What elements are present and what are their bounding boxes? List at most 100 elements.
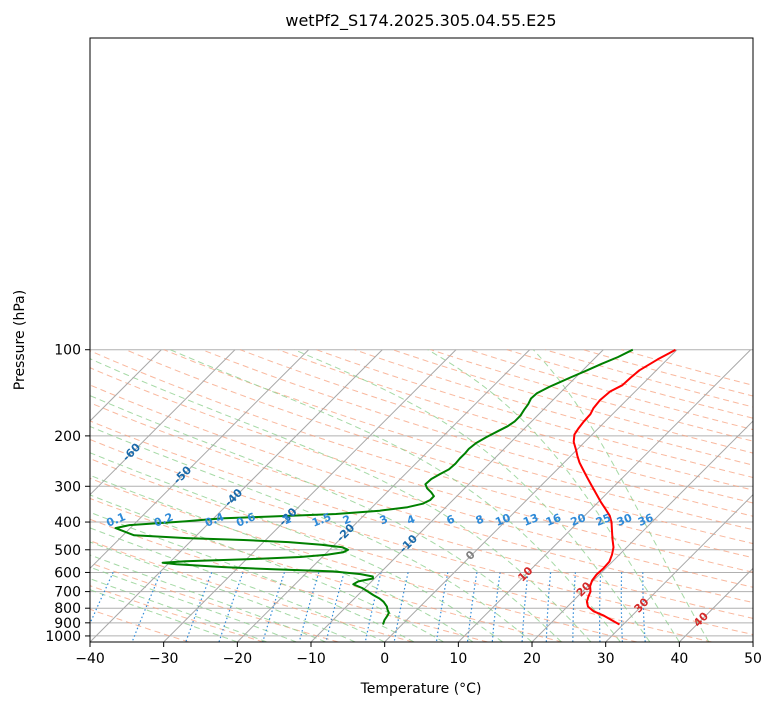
dry-adiabat bbox=[90, 497, 563, 642]
mixing-ratio-line bbox=[598, 572, 602, 642]
mixing-ratio-line bbox=[325, 572, 345, 642]
y-tick-label: 1000 bbox=[45, 629, 81, 645]
y-tick-label: 400 bbox=[54, 515, 81, 531]
x-tick-label: −40 bbox=[75, 651, 105, 667]
mixing-ratio-line bbox=[185, 572, 213, 642]
moist-adiabat bbox=[90, 494, 444, 642]
isotherm-label: -80 bbox=[17, 396, 40, 419]
y-tick-label: 800 bbox=[54, 601, 81, 617]
x-tick-label: −10 bbox=[296, 651, 326, 667]
isotherm bbox=[457, 349, 751, 642]
x-tick-label: −30 bbox=[149, 651, 179, 667]
dry-adiabat bbox=[90, 458, 712, 642]
dry-adiabat bbox=[163, 349, 753, 531]
x-tick-label: 50 bbox=[744, 651, 762, 667]
temperature-profile bbox=[572, 348, 676, 626]
dry-adiabat bbox=[90, 608, 189, 642]
y-axis-label: Pressure (hPa) bbox=[12, 290, 28, 390]
x-tick-label: 0 bbox=[380, 651, 389, 667]
mixing-ratio-label: 25 bbox=[594, 511, 613, 529]
x-tick-label: −20 bbox=[223, 651, 253, 667]
moist-adiabat bbox=[90, 452, 503, 642]
dry-adiabats bbox=[90, 349, 753, 642]
y-tick-label: 900 bbox=[54, 616, 81, 632]
isotherm bbox=[605, 493, 753, 642]
chart-title: wetPf2_S174.2025.305.04.55.E25 bbox=[285, 11, 556, 31]
isotherm bbox=[531, 420, 753, 642]
plot-frame bbox=[89, 37, 754, 643]
dry-adiabat bbox=[468, 349, 753, 431]
mixing-ratio-line bbox=[620, 572, 623, 642]
dry-adiabat bbox=[316, 349, 753, 478]
moist-adiabat bbox=[90, 527, 385, 642]
mixing-ratio-label: 4 bbox=[405, 512, 417, 527]
moist-adiabat bbox=[532, 349, 710, 642]
moist-adiabat bbox=[427, 349, 680, 642]
isotherm-label: -60 bbox=[120, 440, 143, 463]
x-tick-label: 10 bbox=[449, 651, 467, 667]
dry-adiabat bbox=[90, 402, 753, 604]
dry-adiabat bbox=[90, 477, 638, 642]
mixing-ratio-label: 20 bbox=[569, 511, 588, 529]
moist-adiabats bbox=[90, 349, 710, 642]
moist-adiabat bbox=[90, 589, 238, 642]
dry-adiabat bbox=[90, 585, 264, 642]
x-tick-label: 30 bbox=[597, 651, 615, 667]
dry-adiabat bbox=[90, 562, 339, 642]
mixing-ratio-lines bbox=[90, 572, 646, 642]
x-tick-label: 20 bbox=[523, 651, 541, 667]
mixing-ratio-line bbox=[642, 572, 646, 642]
isotherm bbox=[0, 350, 14, 642]
dry-adiabat bbox=[278, 349, 753, 491]
dry-adiabat bbox=[583, 349, 753, 397]
dry-adiabat bbox=[125, 349, 753, 545]
y-tick-label: 300 bbox=[54, 479, 81, 495]
mixing-ratio-line bbox=[491, 572, 501, 642]
moist-adiabat bbox=[90, 395, 562, 642]
mixing-ratio-line bbox=[545, 572, 552, 642]
mixing-ratio-label: 0.6 bbox=[234, 510, 257, 529]
isotherm bbox=[310, 349, 604, 642]
isotherm-label: -10 bbox=[397, 532, 420, 555]
pressure-gridlines bbox=[90, 349, 753, 637]
isotherm bbox=[90, 349, 162, 422]
isotherm bbox=[90, 349, 236, 496]
mixing-ratio-label: 36 bbox=[636, 511, 655, 529]
moist-adiabat bbox=[169, 349, 621, 642]
dry-adiabat bbox=[90, 540, 414, 642]
isotherm bbox=[236, 349, 530, 642]
y-tick-label: 100 bbox=[54, 343, 81, 359]
isotherm bbox=[679, 567, 753, 642]
dry-adiabat bbox=[239, 349, 753, 504]
isotherm bbox=[384, 349, 678, 642]
x-axis-ticks: −40 −30 −20 −10 0 10 20 30 40 50 bbox=[75, 642, 762, 667]
isotherms bbox=[0, 349, 753, 642]
mixing-ratio-label: 1.5 bbox=[310, 510, 333, 529]
mixing-ratio-label: 2 bbox=[341, 513, 353, 528]
x-tick-label: 40 bbox=[670, 651, 688, 667]
x-axis-label: Temperature (°C) bbox=[360, 681, 482, 697]
mixing-ratio-line bbox=[435, 572, 449, 642]
y-tick-label: 500 bbox=[54, 543, 81, 559]
mixing-ratio-label: 3 bbox=[378, 513, 390, 528]
moist-adiabat bbox=[90, 474, 474, 642]
mixing-ratio-label: 13 bbox=[521, 511, 540, 529]
isotherm bbox=[163, 349, 457, 642]
isotherm-label: 30 bbox=[632, 595, 652, 615]
isotherm bbox=[752, 641, 753, 642]
mixing-ratio-line bbox=[298, 572, 320, 642]
mixing-ratio-label: 6 bbox=[445, 512, 457, 527]
mixing-ratio-line bbox=[572, 572, 576, 642]
mixing-ratio-label: 1 bbox=[281, 513, 293, 528]
moist-adiabat bbox=[90, 425, 533, 642]
mixing-ratio-label: 0.2 bbox=[152, 510, 175, 529]
mixing-ratio-label: 16 bbox=[544, 511, 563, 529]
plot-area: -100-90-80-70-60-50-40-30-20-10010203040… bbox=[0, 348, 753, 642]
sounding-series bbox=[114, 348, 676, 626]
isotherm bbox=[90, 349, 383, 642]
mixing-ratio-line bbox=[393, 572, 409, 642]
moist-adiabat bbox=[90, 566, 297, 642]
